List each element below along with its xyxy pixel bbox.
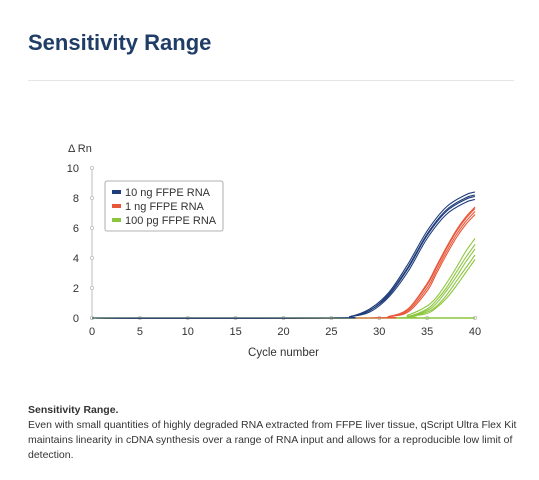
x-tick-label: 25 [325, 326, 337, 338]
sensitivity-chart: 0 2 4 6 8 10 0 5 10 15 20 25 30 35 40 Δ Rn Cycle number 1… [67, 143, 481, 359]
curve-100-pg-ffpe-rna [91, 254, 476, 319]
y-tick-label: 2 [73, 283, 79, 295]
y-tick-label: 0 [73, 313, 79, 325]
legend-swatch-100-pg-ffpe-rna [112, 218, 121, 222]
legend-label-10-ng-ffpe-rna: 10 ng FFPE RNA [125, 187, 211, 199]
x-tick-label: 5 [137, 326, 143, 338]
x-tick-label: 10 [182, 326, 194, 338]
curve-100-pg-ffpe-rna [91, 259, 476, 319]
y-tick-mark [90, 195, 95, 200]
caption-title: Sensitivity Range. [28, 404, 119, 416]
y-tick-label: 10 [67, 163, 79, 175]
y-axis-label: Δ Rn [68, 143, 92, 155]
curve-10-ng-ffpe-rna [91, 198, 476, 319]
legend-swatch-1-ng-ffpe-rna [112, 204, 121, 208]
curve-100-pg-ffpe-rna [91, 248, 476, 319]
legend-swatch-10-ng-ffpe-rna [112, 190, 121, 194]
x-tick-label: 15 [230, 326, 242, 338]
x-tick-label: 40 [469, 326, 481, 338]
y-tick-mark [90, 285, 95, 290]
x-tick-label: 35 [421, 326, 433, 338]
legend-label-100-pg-ffpe-rna: 100 pg FFPE RNA [125, 215, 217, 227]
x-tick-label: 30 [373, 326, 385, 338]
x-tick-label: 20 [277, 326, 289, 338]
curve-1-ng-ffpe-rna [91, 206, 476, 319]
y-tick-mark [90, 255, 95, 260]
x-tick-label: 0 [89, 326, 95, 338]
caption-body: Even with small quantities of highly deg… [28, 419, 517, 461]
y-tick-mark [90, 225, 95, 230]
title-divider [28, 80, 514, 81]
y-tick-label: 8 [73, 193, 79, 205]
figure-caption: Sensitivity Range. Even with small quant… [28, 403, 518, 463]
x-axis-label: Cycle number [248, 347, 319, 359]
y-tick-label: 4 [73, 253, 79, 265]
y-tick-mark [90, 165, 95, 170]
legend-box [104, 180, 224, 232]
y-tick-label: 6 [73, 223, 79, 235]
legend-label-1-ng-ffpe-rna: 1 ng FFPE RNA [125, 201, 205, 213]
page-title: Sensitivity Range [28, 30, 212, 55]
